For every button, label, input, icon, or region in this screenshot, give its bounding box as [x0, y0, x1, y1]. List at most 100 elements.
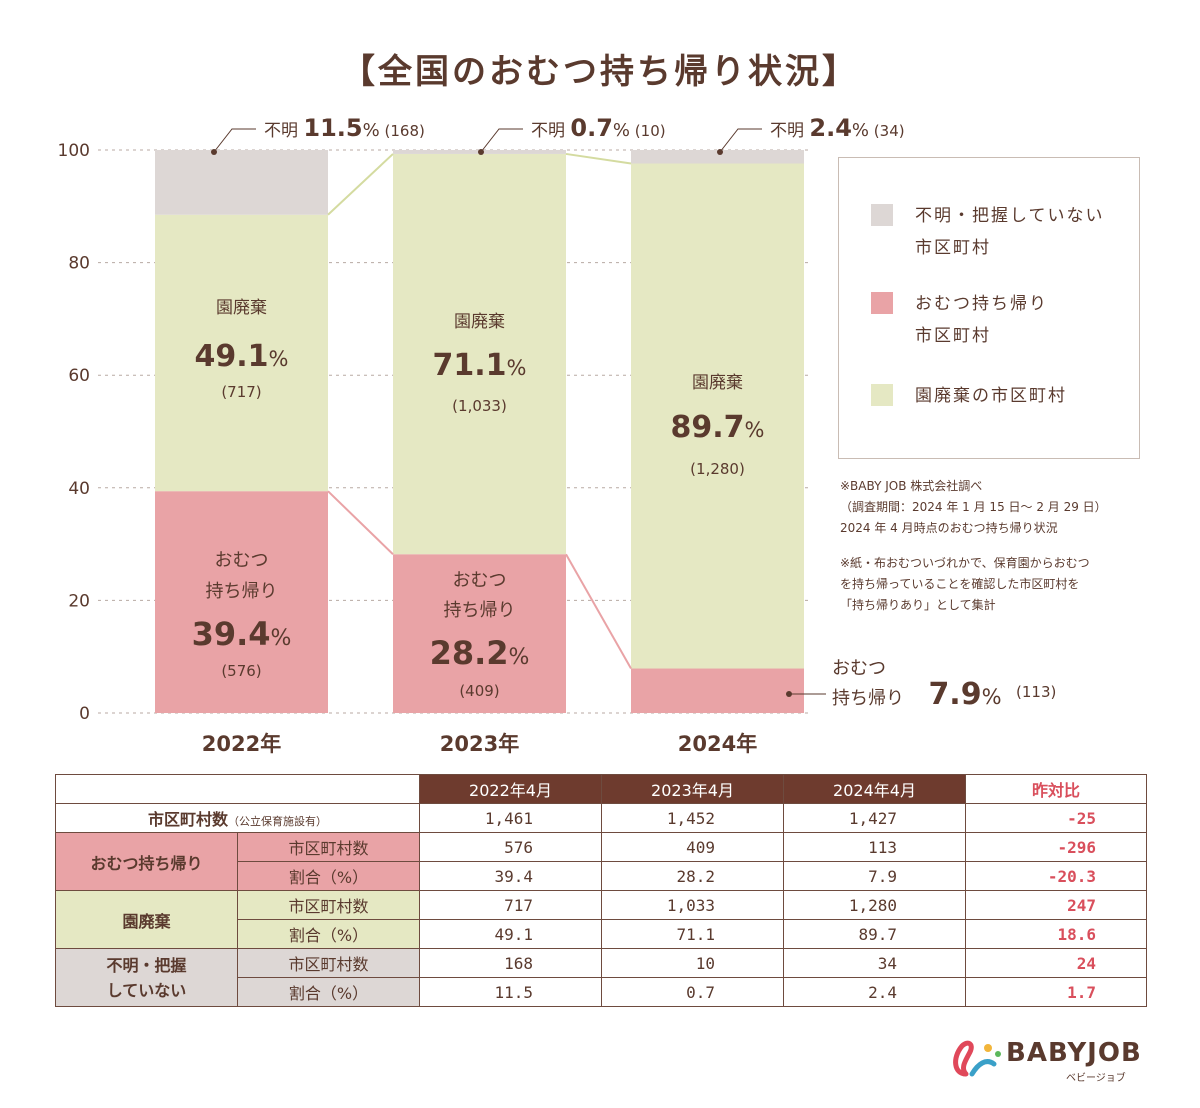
y-tick-label: 0	[79, 704, 90, 724]
count-label-diaper: (113)	[1016, 683, 1056, 701]
municipalities-note: （公立保育施設有）	[228, 815, 327, 828]
segment-name-label: 持ち帰り	[444, 600, 516, 621]
legend-item-dispose: 園廃棄の市区町村	[871, 380, 1067, 412]
legend-label-dispose: 園廃棄の市区町村	[915, 386, 1067, 406]
data-label-unknown: 不明 0.7% (10)	[531, 114, 666, 142]
chart-title: 【全国のおむつ持ち帰り状況】	[341, 52, 859, 92]
stats-table: 2022年4月 2023年4月 2024年4月 昨対比 市区町村数（公立保育施設…	[55, 774, 1147, 1007]
connector-line-diaper	[565, 553, 632, 670]
table-row-diaper-count: おむつ持ち帰り 市区町村数 576 409 113 -296	[55, 832, 1147, 891]
group-label-unknown-line1: 不明・把握	[106, 955, 187, 975]
table-cell: 1,033	[601, 890, 784, 920]
note-status: 2024 年 4 月時点のおむつ持ち帰り状況	[840, 521, 1058, 535]
segment-name-label: 園廃棄	[454, 312, 505, 332]
note-period: （調査期間：2024 年 1 月 15 日〜 2 月 29 日）	[840, 500, 1107, 514]
babyjob-logo: BABYJOB ベビージョブ	[948, 1034, 1148, 1084]
table-cell: 10	[601, 948, 784, 978]
y-tick-label: 100	[58, 141, 90, 161]
bar-segment-dispose	[631, 163, 804, 669]
callout-line	[213, 128, 256, 153]
count-label-diaper: (576)	[221, 662, 261, 680]
table-cell: 71.1	[601, 919, 784, 949]
y-tick-label: 20	[68, 591, 90, 611]
sub-label-rate: 割合（%）	[237, 977, 420, 1007]
table-cell: 7.9	[783, 861, 966, 891]
table-cell-yoy: 18.6	[965, 919, 1147, 949]
note-source: ※BABY JOB 株式会社調べ	[840, 479, 983, 493]
table-cell: 717	[419, 890, 602, 920]
segment-name-label: おむつ	[832, 658, 886, 679]
x-tick-label: 2023年	[440, 732, 519, 756]
data-label-unknown: 不明 2.4% (34)	[770, 114, 905, 142]
table-cell: 576	[419, 832, 602, 862]
note-definition-2: を持ち帰っていることを確認した市区町村を	[840, 577, 1080, 591]
sub-label-count: 市区町村数	[237, 890, 420, 920]
logo-kana: ベビージョブ	[1066, 1073, 1126, 1084]
legend-label-diaper: おむつ持ち帰り 市区町村	[915, 294, 1048, 346]
callout-line	[719, 128, 762, 153]
segment-name-label: 園廃棄	[692, 373, 743, 393]
table-header-2023: 2023年4月	[601, 774, 784, 804]
bar-segment-dispose	[155, 214, 328, 492]
table-cell-yoy: -20.3	[965, 861, 1147, 891]
count-label-dispose: (717)	[221, 383, 261, 401]
count-label-dispose: (1,280)	[690, 460, 745, 478]
table-cell: 0.7	[601, 977, 784, 1007]
connector-line-dispose	[327, 153, 394, 216]
survey-notes: ※BABY JOB 株式会社調べ （調査期間：2024 年 1 月 15 日〜 …	[840, 476, 1160, 616]
y-tick-label: 80	[68, 254, 90, 274]
y-tick-label: 60	[68, 366, 90, 386]
segment-name-label: 園廃棄	[216, 298, 267, 318]
stacked-bar-chart: 0 20 40 60 80 100 2022年 2023年 2024年 園廃棄 49.1% (717)…	[58, 114, 1057, 756]
segment-name-label: おむつ	[453, 570, 507, 591]
note-definition-3: 「持ち帰りあり」として集計	[840, 598, 996, 612]
group-label-unknown-line2: していない	[106, 980, 187, 1000]
callout-line	[480, 128, 523, 153]
table-cell: 113	[783, 832, 966, 862]
segment-name-label: 持ち帰り	[832, 688, 904, 709]
legend-item-unknown: 不明・把握していない 市区町村	[871, 200, 1105, 264]
table-header-row: 2022年4月 2023年4月 2024年4月 昨対比	[55, 774, 1147, 804]
row-label-municipalities: 市区町村数（公立保育施設有）	[55, 803, 420, 833]
table-cell-yoy: -296	[965, 832, 1147, 862]
data-label-unknown: 不明 11.5% (168)	[264, 114, 425, 142]
bar-segment-unknown	[155, 150, 328, 215]
municipalities-label: 市区町村数	[147, 810, 228, 829]
data-label-diaper: 28.2%	[430, 634, 530, 672]
table-cell-yoy: -25	[965, 803, 1147, 833]
table-cell: 1,452	[601, 803, 784, 833]
connector-line-diaper	[327, 490, 394, 555]
y-tick-label: 40	[68, 479, 90, 499]
x-tick-label: 2024年	[678, 732, 757, 756]
table-row-unknown-rate: 割合（%） 11.5 0.7 2.4 1.7	[56, 977, 1147, 1007]
table-cell: 39.4	[419, 861, 602, 891]
segment-name-label: おむつ	[215, 550, 269, 571]
table-cell: 168	[419, 948, 602, 978]
note-definition-1: ※紙・布おむついづれかで、保育園からおむつ	[840, 556, 1090, 570]
table-header-2024: 2024年4月	[783, 774, 966, 804]
legend: 不明・把握していない 市区町村 おむつ持ち帰り 市区町村 園廃棄の市区町村	[838, 157, 1140, 459]
count-label-dispose: (1,033)	[452, 397, 507, 415]
segment-name-label: 持ち帰り	[206, 581, 278, 602]
data-label-diaper: 7.9%	[928, 677, 1001, 712]
table-cell: 1,461	[419, 803, 602, 833]
bar-segment-dispose	[393, 153, 566, 555]
data-label-dispose: 49.1%	[195, 339, 289, 374]
table-cell: 1,427	[783, 803, 966, 833]
table-cell: 2.4	[783, 977, 966, 1007]
table-cell: 1,280	[783, 890, 966, 920]
group-label-unknown: 不明・把握していない	[55, 948, 238, 1007]
sub-label-count: 市区町村数	[237, 832, 420, 862]
table-header-2022: 2022年4月	[419, 774, 602, 804]
table-row-unknown-count: 不明・把握 していない 市区町村数 168 10 34 24	[55, 948, 1147, 1007]
table-cell-yoy: 24	[965, 948, 1147, 978]
group-label-diaper: おむつ持ち帰り	[55, 832, 238, 891]
table-cell: 49.1	[419, 919, 602, 949]
legend-item-diaper: おむつ持ち帰り 市区町村	[871, 288, 1048, 352]
bar-segment-diaper	[393, 554, 566, 713]
table-cell: 28.2	[601, 861, 784, 891]
table-corner	[55, 774, 420, 804]
table-row-municipalities: 市区町村数（公立保育施設有） 1,461 1,452 1,427 -25	[55, 803, 1147, 833]
table-cell: 34	[783, 948, 966, 978]
bar-segment-unknown	[631, 150, 804, 164]
